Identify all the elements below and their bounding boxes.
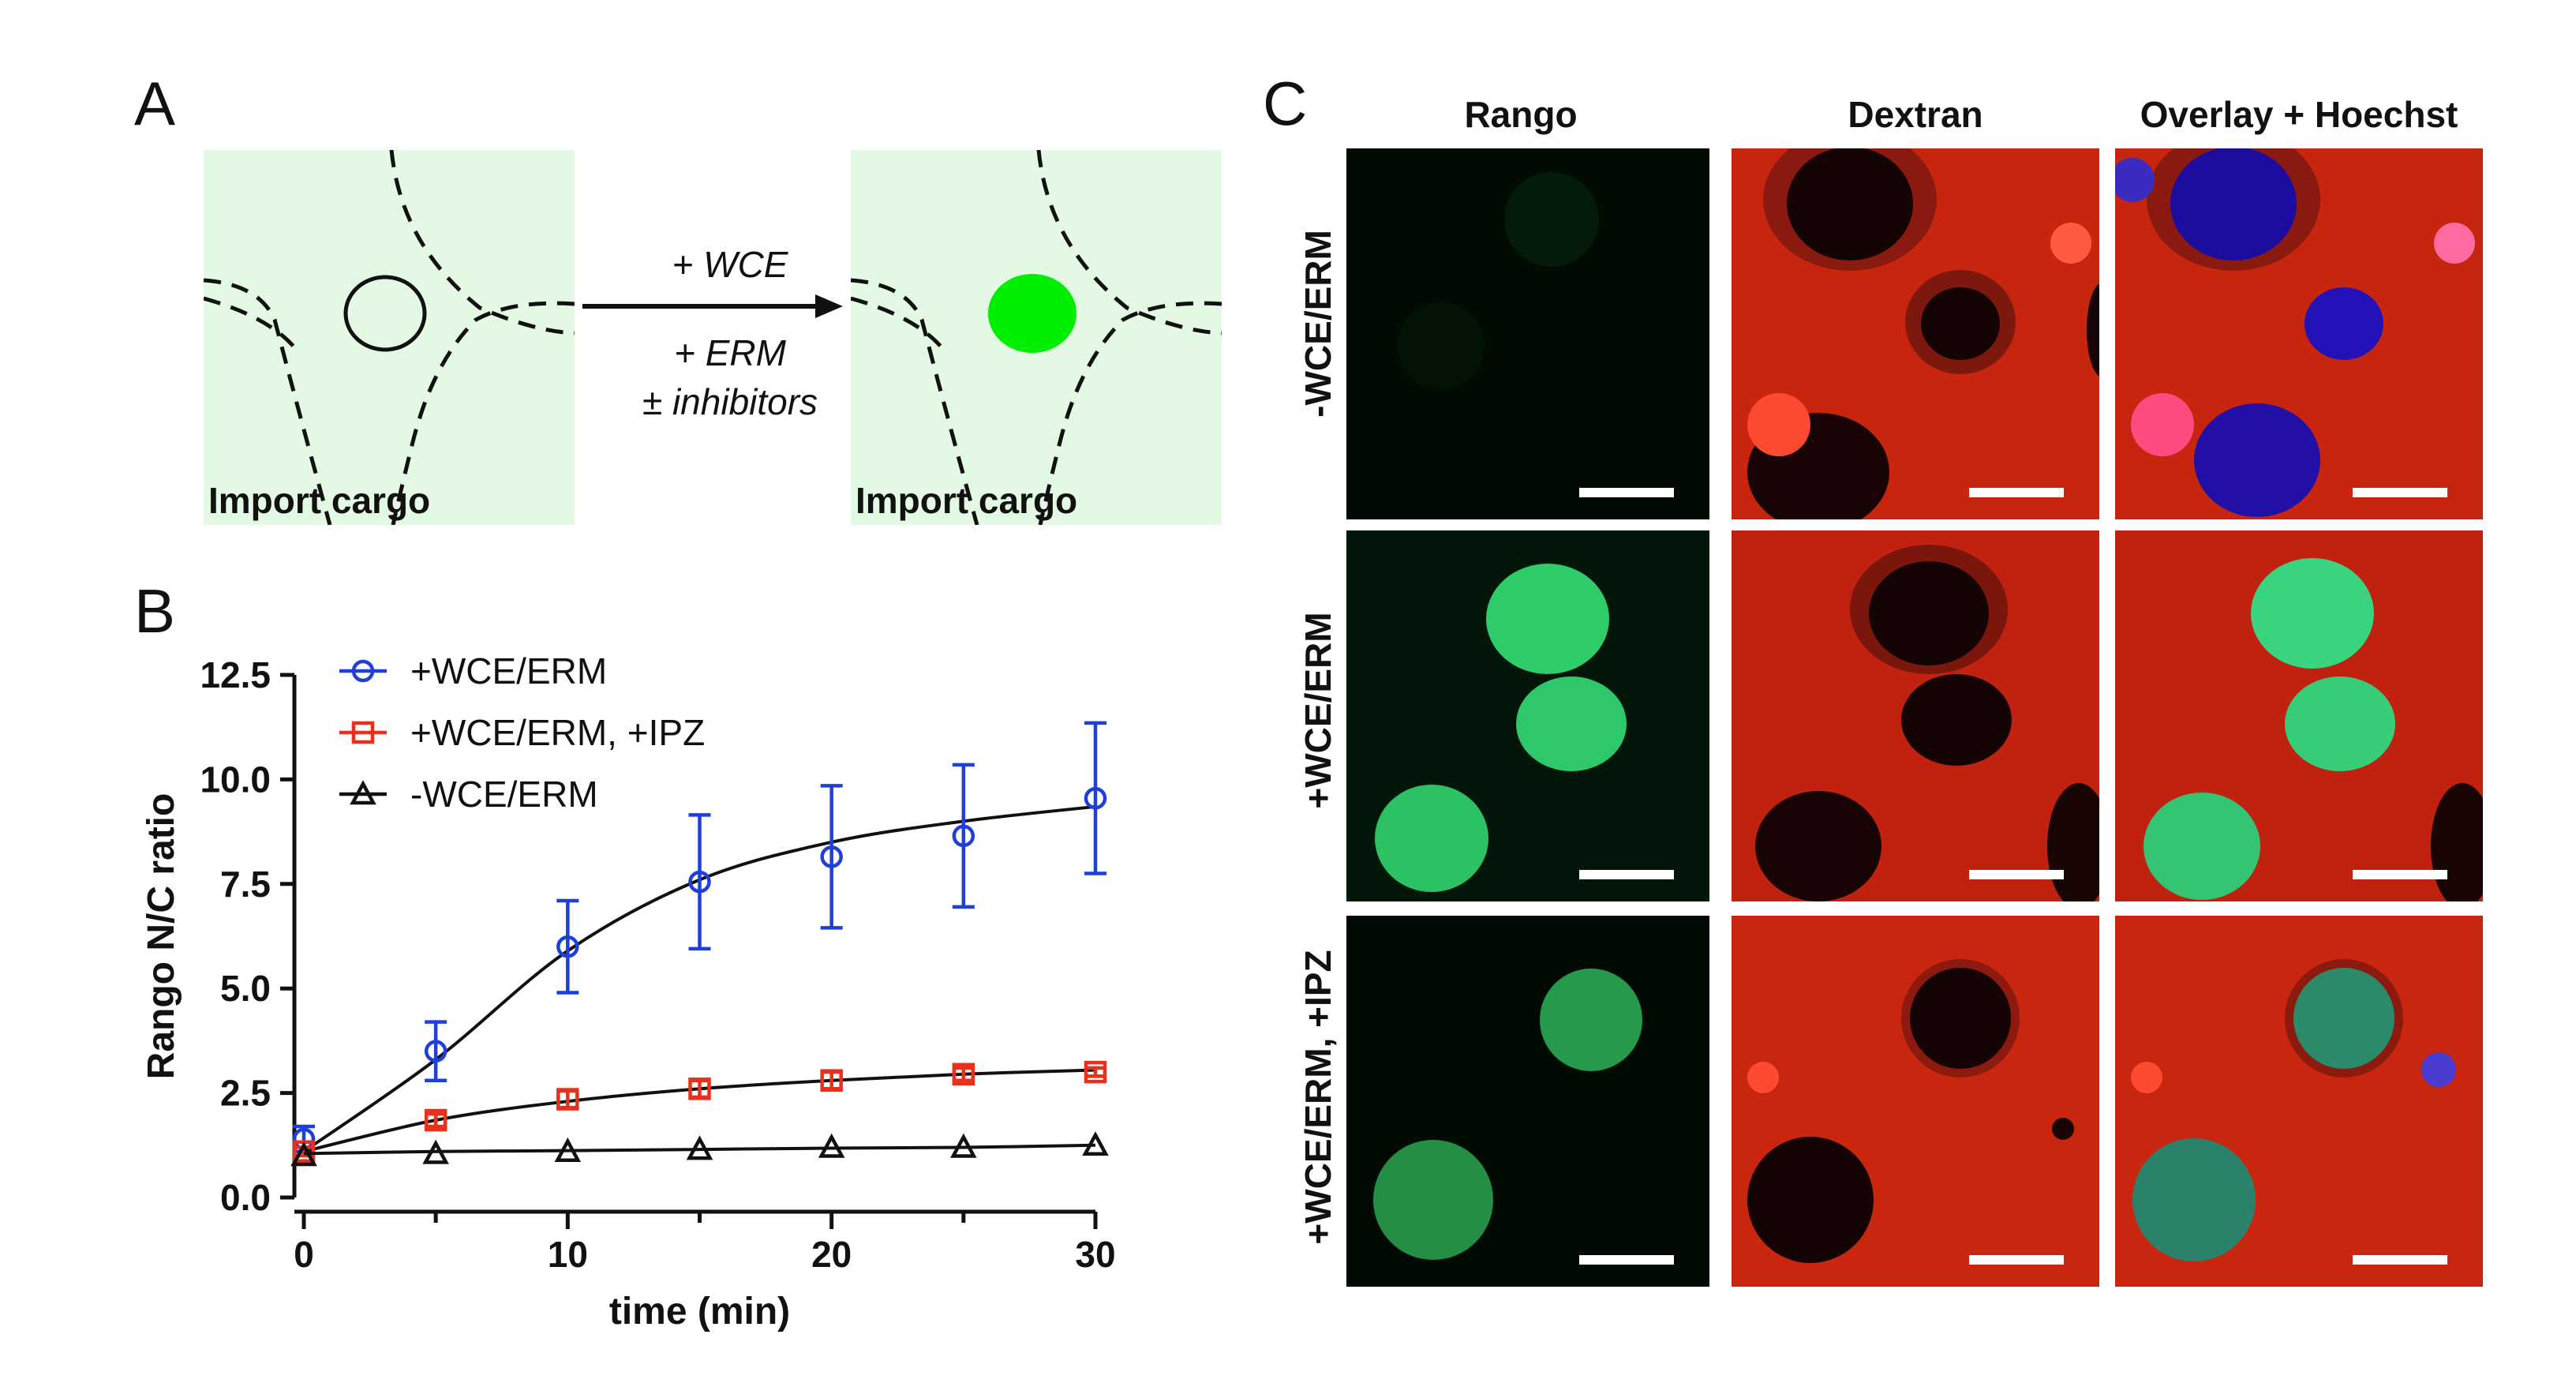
cell-outline-before	[204, 150, 575, 525]
image-dextran-minus-wce	[1732, 148, 2099, 519]
import-cargo-label-right: Import cargo	[856, 480, 1078, 521]
scale-bar	[1579, 1255, 1674, 1265]
image-overlay-plus-wce	[2115, 530, 2483, 901]
y-tick-label: 5.0	[220, 968, 271, 1009]
data-point-2	[818, 1133, 845, 1158]
data-point-1	[556, 1088, 579, 1111]
chart-b: 0.0 2.5 5.0 7.5 10.0 12.5 0 10 20 30 time (min) Ran…	[140, 650, 1116, 1332]
condition-inhibitors: ± inhibitors	[642, 381, 818, 422]
data-point-2	[950, 1133, 977, 1158]
data-point-1	[820, 1069, 843, 1092]
data-point-0	[688, 870, 711, 894]
legend-marker-1	[351, 721, 375, 744]
data-point-2	[422, 1139, 449, 1164]
panel-b-letter: B	[134, 576, 176, 646]
x-tick-label: 0	[294, 1234, 314, 1275]
row-label-minus-wce: -WCE/ERM	[1297, 230, 1339, 418]
y-tick-label: 10.0	[200, 759, 271, 800]
data-point-1	[424, 1108, 447, 1132]
col-head-rango: Rango	[1464, 94, 1578, 135]
data-point-1	[688, 1078, 711, 1100]
data-point-2	[290, 1141, 317, 1167]
y-tick-label: 12.5	[200, 654, 271, 695]
data-point-1	[1084, 1060, 1107, 1084]
data-point-2	[686, 1135, 713, 1160]
x-axis-label: time (min)	[609, 1291, 790, 1332]
y-tick-label: 0.0	[220, 1177, 271, 1218]
scale-bar	[1579, 488, 1674, 497]
fit-curve-2	[303, 1143, 1096, 1156]
data-point-2	[1082, 1131, 1109, 1156]
condition-wce: + WCE	[672, 244, 788, 285]
data-point-0	[820, 845, 843, 868]
y-tick-label: 7.5	[220, 864, 271, 905]
data-point-0	[1084, 786, 1107, 810]
legend-label: +WCE/ERM, +IPZ	[410, 712, 705, 753]
nucleus-filled	[988, 274, 1076, 353]
panel-a-cell-after: Import cargo	[851, 150, 1222, 525]
y-tick-label: 2.5	[220, 1073, 271, 1114]
nucleus-empty	[343, 275, 427, 352]
data-point-0	[424, 1040, 447, 1063]
image-rango-plus-ipz	[1346, 916, 1709, 1287]
scale-bar	[2353, 488, 2447, 497]
data-point-1	[952, 1063, 975, 1086]
import-cargo-label-left: Import cargo	[208, 480, 431, 521]
image-rango-minus-wce	[1346, 148, 1709, 519]
panel-c-letter: C	[1263, 69, 1308, 138]
condition-erm: + ERM	[674, 332, 786, 373]
row-label-plus-ipz: +WCE/ERM, +IPZ	[1297, 950, 1339, 1245]
cell-outline-after	[851, 150, 1222, 525]
scale-bar	[1579, 870, 1674, 879]
legend-marker-0	[351, 659, 375, 683]
image-overlay-minus-wce	[2115, 148, 2483, 519]
data-point-0	[556, 935, 579, 958]
scale-bar	[1969, 1255, 2064, 1265]
x-tick-label: 10	[548, 1234, 588, 1275]
legend-label: +WCE/ERM	[410, 650, 607, 692]
x-tick-label: 20	[811, 1234, 852, 1275]
scale-bar	[1969, 488, 2064, 497]
scale-bar	[2353, 1255, 2447, 1265]
image-dextran-plus-ipz	[1732, 916, 2099, 1287]
legend-label: -WCE/ERM	[410, 774, 598, 815]
scale-bar	[1969, 870, 2064, 879]
legend-marker-2	[350, 780, 376, 805]
x-tick-label: 30	[1075, 1234, 1115, 1275]
col-head-dextran: Dextran	[1848, 94, 1983, 135]
row-label-plus-wce: +WCE/ERM	[1297, 612, 1339, 809]
image-rango-plus-wce	[1346, 530, 1709, 901]
panel-a-letter: A	[134, 69, 176, 138]
col-head-overlay: Overlay + Hoechst	[2140, 94, 2458, 135]
image-overlay-plus-ipz	[2115, 916, 2483, 1287]
arrow-icon	[582, 294, 843, 318]
data-point-0	[952, 824, 975, 848]
scale-bar	[2353, 870, 2447, 879]
data-point-2	[554, 1138, 582, 1162]
y-axis-label: Rango N/C ratio	[140, 793, 182, 1080]
image-dextran-plus-wce	[1732, 530, 2099, 901]
panel-a-cell-before: Import cargo	[204, 150, 575, 525]
